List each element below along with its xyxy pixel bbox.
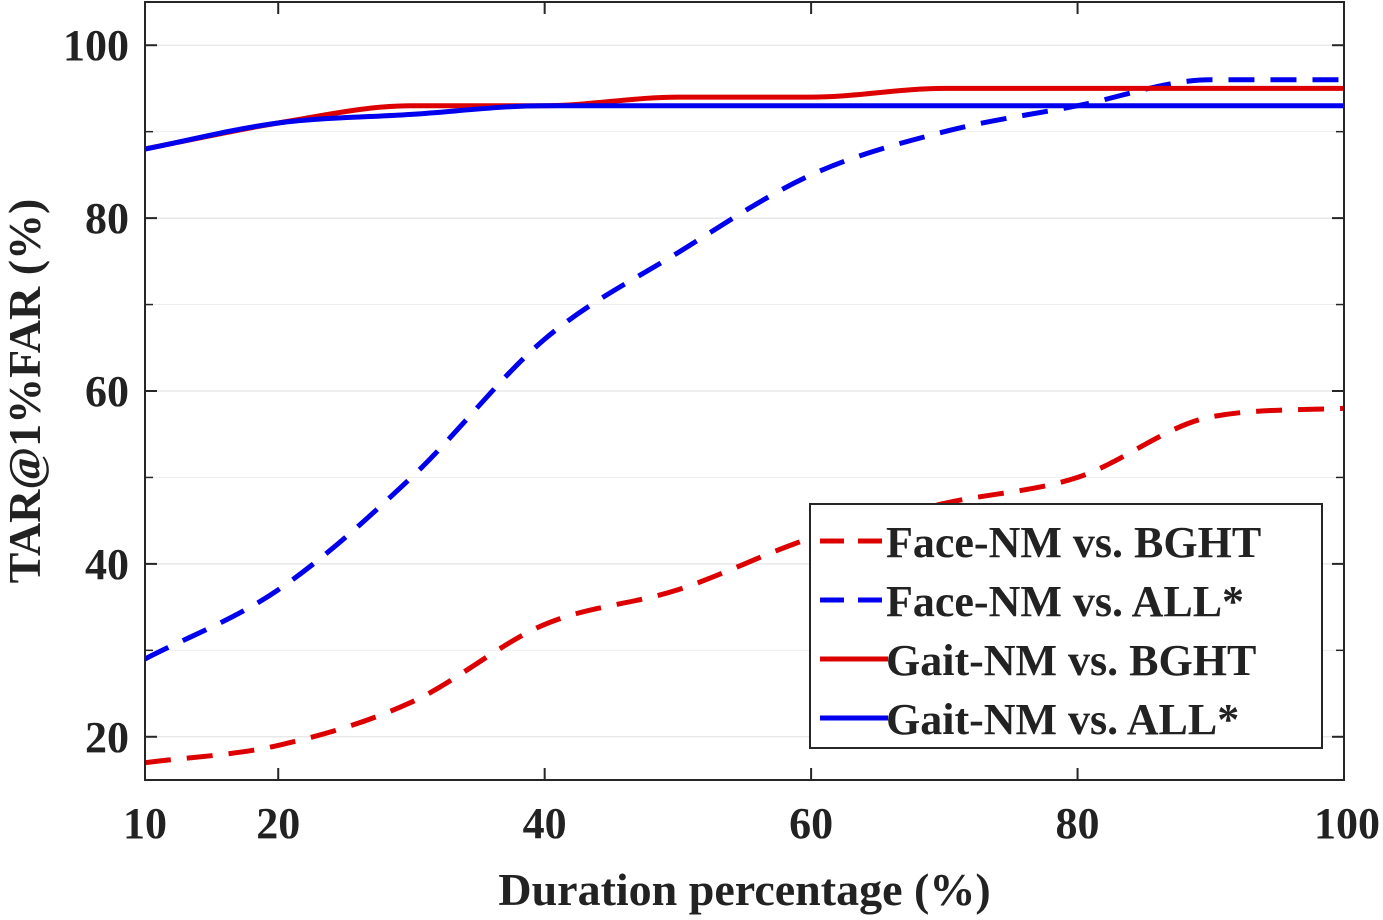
legend-label: Gait-NM vs. ALL* [886,695,1239,744]
x-tick-label: 20 [256,799,300,848]
legend-label: Face-NM vs. ALL* [886,577,1244,626]
y-tick-label: 20 [85,713,129,762]
y-tick-label: 100 [63,21,129,70]
x-axis-label: Duration percentage (%) [498,864,990,915]
series-line-4 [144,103,1344,152]
legend-label: Face-NM vs. BGHT [886,518,1261,567]
axis-ticks: 20 40 60 80 100 10 20 40 60 80 100 [63,2,1380,848]
y-tick-label: 60 [85,367,129,416]
y-tick-label: 80 [85,194,129,243]
y-tick-label: 40 [85,540,129,589]
legend: Face-NM vs. BGHT Face-NM vs. ALL* Gait-NM … [809,503,1323,749]
legend-box [809,503,1323,749]
series-line-3 [144,85,1344,152]
series-line-2 [143,77,1344,662]
x-tick-label: 40 [523,799,567,848]
series-line-1 [144,405,1345,766]
x-tick-label: 100 [1314,799,1380,848]
x-tick-label: 60 [789,799,833,848]
x-tick-label: 80 [1056,799,1100,848]
x-tick-label: 10 [123,799,167,848]
legend-label: Gait-NM vs. BGHT [886,636,1256,685]
series-lines [143,77,1345,766]
grid [145,44,1344,738]
y-axis-label: TAR@1%FAR (%) [0,199,50,584]
